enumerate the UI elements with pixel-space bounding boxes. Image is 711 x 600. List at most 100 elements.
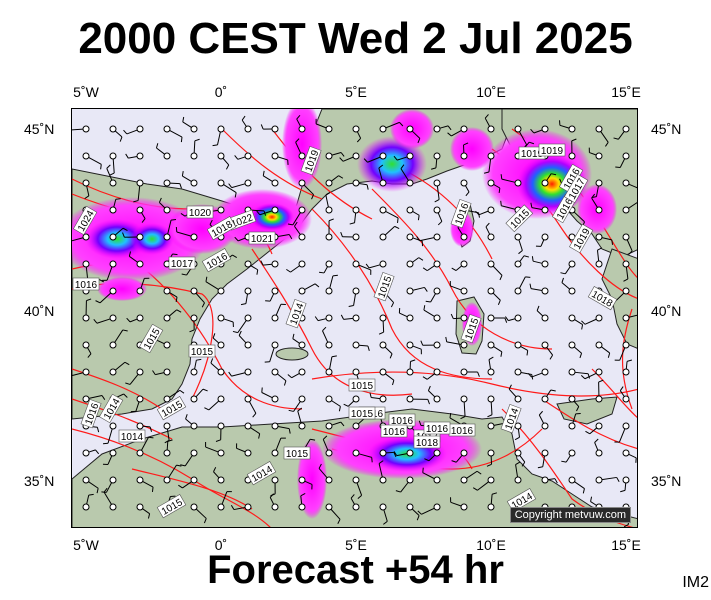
wind-barbs — [72, 114, 637, 527]
wind-barb-feather — [209, 219, 213, 225]
isobar-label: 1016 — [448, 423, 476, 437]
wind-barb — [269, 347, 275, 362]
wind-station — [244, 449, 252, 457]
wind-station — [109, 152, 117, 160]
wind-station — [190, 368, 198, 376]
wind-station — [622, 476, 630, 484]
wind-barb — [378, 167, 383, 181]
wind-barb — [195, 292, 205, 304]
wind-barb-feather — [525, 276, 531, 278]
wind-barb — [142, 425, 151, 428]
wind-barb-feather — [581, 320, 586, 325]
wind-station — [298, 503, 306, 511]
wind-station — [82, 476, 90, 484]
wind-barb — [277, 373, 287, 382]
wind-barb-feather — [172, 253, 178, 256]
wind-barb-feather — [125, 382, 131, 385]
wind-barb-feather — [340, 421, 345, 427]
wind-barb — [86, 494, 90, 505]
wind-barb — [484, 117, 491, 127]
wind-barb-feather — [378, 460, 384, 464]
wind-barb — [114, 329, 124, 343]
wind-barb — [430, 293, 436, 303]
wind-station — [379, 233, 387, 241]
wind-barb-feather — [463, 142, 469, 146]
wind-station — [136, 125, 144, 133]
wind-barb-feather — [322, 326, 327, 332]
wind-barb — [561, 282, 571, 290]
wind-station — [460, 395, 468, 403]
wind-station — [433, 152, 441, 160]
wind-station — [163, 179, 171, 187]
wind-barb — [412, 211, 420, 216]
wind-barb-feather — [417, 138, 421, 144]
wind-station — [406, 449, 414, 457]
wind-station — [514, 125, 522, 133]
wind-station — [217, 449, 225, 457]
wind-station — [244, 341, 252, 349]
wind-station — [460, 476, 468, 484]
wind-station — [325, 314, 333, 322]
wind-station — [325, 206, 333, 214]
wind-barb-feather — [619, 386, 624, 391]
wind-station — [622, 152, 630, 160]
wind-station — [352, 476, 360, 484]
wind-barb — [591, 197, 598, 208]
wind-barb-feather — [560, 272, 566, 275]
wind-station — [460, 341, 468, 349]
wind-barb — [396, 156, 408, 161]
wind-station — [163, 449, 171, 457]
wind-barb-feather — [476, 470, 482, 475]
isobar-label-box — [500, 404, 522, 434]
wind-barb — [400, 482, 409, 493]
wind-station — [514, 368, 522, 376]
wind-barb-feather — [423, 305, 426, 311]
wind-barb — [261, 392, 273, 399]
wind-barb — [331, 421, 341, 426]
wind-barb — [106, 266, 113, 281]
wind-barb-feather — [213, 467, 217, 472]
wind-barb — [385, 121, 400, 129]
wind-station — [136, 233, 144, 241]
wind-station — [298, 206, 306, 214]
wind-barb-feather — [607, 352, 611, 358]
wind-station — [460, 233, 468, 241]
wind-barb-feather — [93, 319, 98, 324]
isobar-label-box — [283, 446, 311, 460]
wind-station — [109, 314, 117, 322]
wind-barb — [87, 347, 92, 354]
wind-station — [244, 503, 252, 511]
wind-barb-feather — [292, 333, 295, 339]
wind-barb-feather — [485, 222, 490, 228]
wind-station — [82, 125, 90, 133]
wind-station — [298, 341, 306, 349]
wind-barb — [245, 293, 249, 304]
wind-barb — [142, 508, 150, 515]
wind-barb-feather — [399, 122, 404, 127]
land-balearics — [275, 347, 309, 361]
isobar-label: 1014 — [118, 429, 146, 443]
wind-station — [541, 260, 549, 268]
wind-station — [487, 314, 495, 322]
wind-station — [595, 341, 603, 349]
wind-station — [82, 179, 90, 187]
isobar-label: 1021 — [248, 231, 276, 245]
wind-barb-feather — [623, 523, 629, 527]
copyright-notice: Copyright metvuw.com — [509, 507, 631, 523]
wind-barb-feather — [155, 143, 159, 149]
wind-station — [352, 314, 360, 322]
wind-barb-feather — [232, 254, 238, 259]
lon-label-bottom-15e: 15˚E — [611, 537, 641, 553]
lat-label-right-45n: 45˚N — [651, 121, 682, 137]
wind-station — [595, 449, 603, 457]
wind-barb — [184, 455, 193, 467]
isobar-label-box — [506, 488, 537, 513]
weather-map: 1024 1016 1020 1019 1022 1018 1021 1017 1016 1019… — [71, 108, 638, 528]
wind-barb — [573, 346, 582, 354]
wind-barb-feather — [106, 164, 111, 169]
wind-barb — [233, 507, 246, 511]
wind-barb-feather — [451, 267, 457, 271]
wind-barb — [371, 397, 381, 400]
wind-barb-feather — [431, 167, 437, 170]
lat-label-left-40n: 40˚N — [24, 303, 55, 319]
